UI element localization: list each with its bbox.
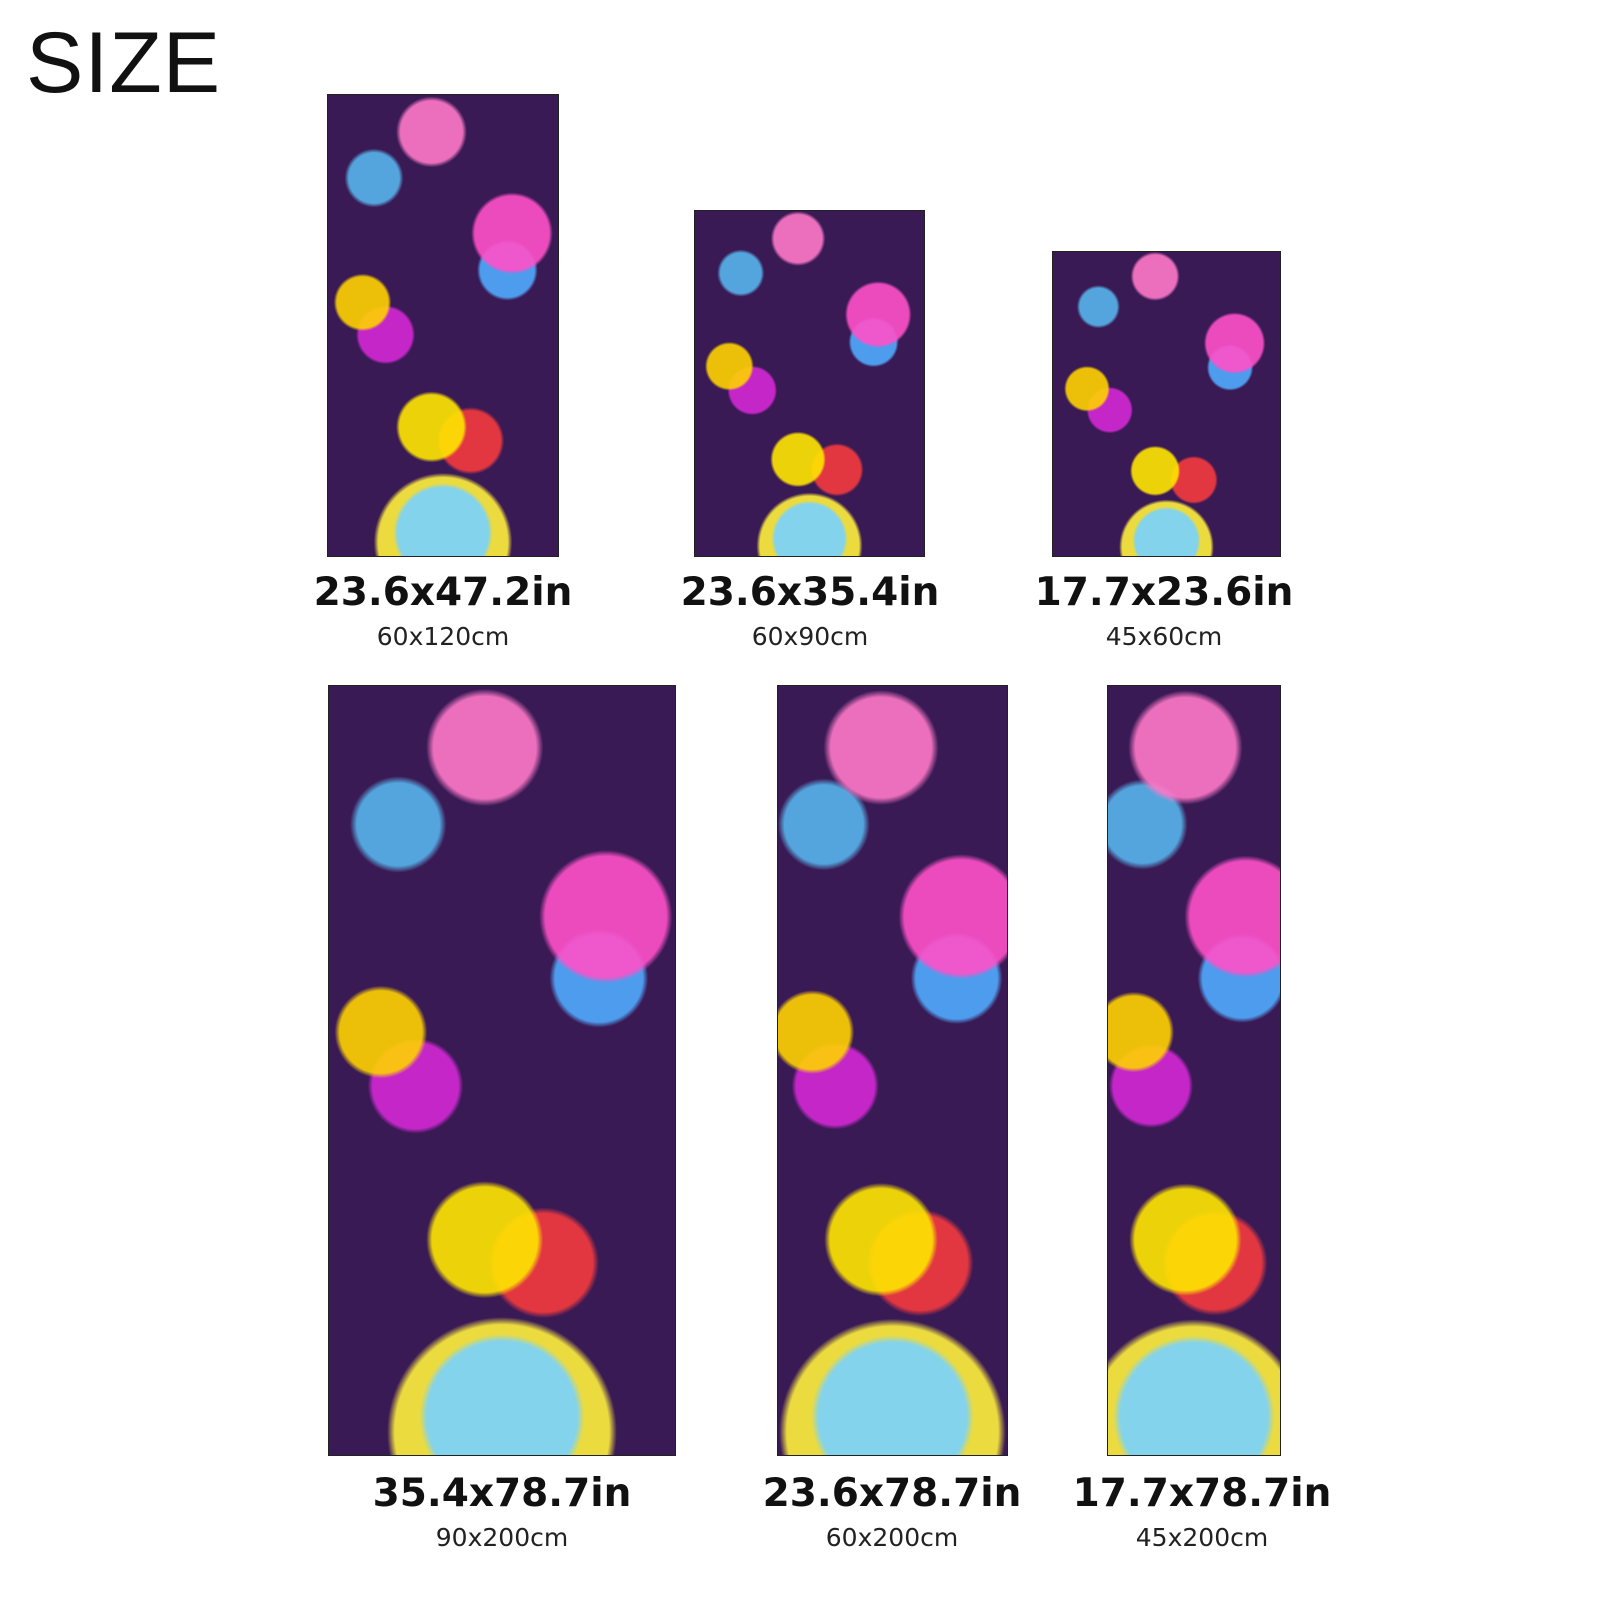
rug-image-60x200	[777, 685, 1008, 1456]
size-label-inches: 35.4x78.7in	[372, 1471, 632, 1516]
rug-image-60x120	[327, 94, 559, 557]
size-label-inches: 23.6x78.7in	[762, 1471, 1022, 1516]
page-title: SIZE	[26, 15, 222, 111]
size-label-cm: 45x60cm	[1105, 622, 1223, 651]
size-label-inches: 17.7x78.7in	[1072, 1471, 1332, 1516]
size-label-inches: 23.6x35.4in	[680, 570, 940, 615]
size-label-cm: 60x90cm	[751, 622, 869, 651]
size-label-cm: 45x200cm	[1135, 1523, 1269, 1552]
rug-image-45x60	[1052, 251, 1281, 557]
size-label-cm: 60x200cm	[825, 1523, 959, 1552]
rug-image-45x200	[1107, 685, 1281, 1456]
size-label-cm: 60x120cm	[376, 622, 510, 651]
rug-image-60x90	[694, 210, 925, 557]
rug-image-90x200	[328, 685, 676, 1456]
size-label-inches: 23.6x47.2in	[313, 570, 573, 615]
size-label-cm: 90x200cm	[435, 1523, 569, 1552]
size-label-inches: 17.7x23.6in	[1034, 570, 1294, 615]
